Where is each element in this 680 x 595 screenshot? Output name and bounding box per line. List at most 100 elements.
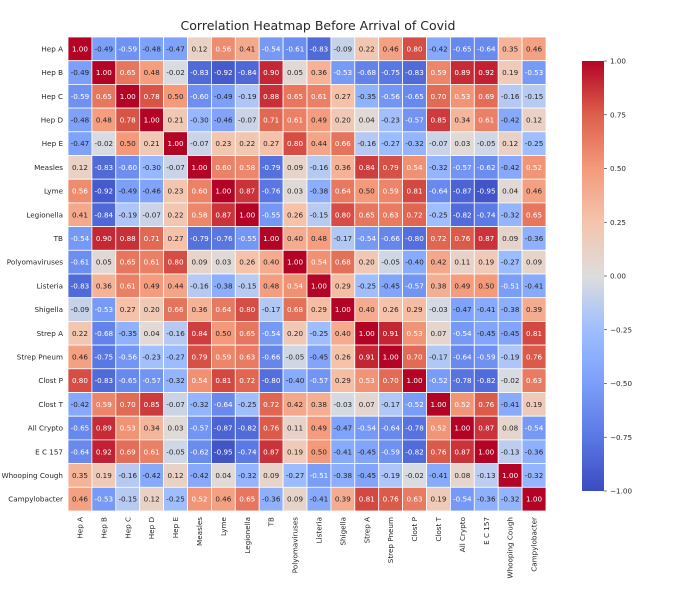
cell-value-label: 0.09 <box>502 234 518 243</box>
cell-value-label: -0.55 <box>262 210 281 219</box>
cell-value-label: -0.30 <box>142 163 161 172</box>
cell-value-label: -0.56 <box>381 92 400 101</box>
cell-value-label: -0.82 <box>477 376 496 385</box>
cell-value-label: 0.90 <box>96 234 112 243</box>
cell-value-label: 0.22 <box>359 44 375 53</box>
row-label: Hep D <box>41 115 64 124</box>
cell-value-label: 0.29 <box>335 376 351 385</box>
cell-value-label: -0.03 <box>429 305 448 314</box>
cell-value-label: -0.09 <box>71 305 90 314</box>
cell-value-label: 0.19 <box>478 258 494 267</box>
cell-value-label: -0.17 <box>262 305 281 314</box>
cell-value-label: 0.61 <box>287 115 303 124</box>
cell-value-label: -0.25 <box>429 210 448 219</box>
row-label: Lyme <box>44 187 64 196</box>
cell-value-label: 0.49 <box>311 424 327 433</box>
row-label: Clost P <box>38 376 63 385</box>
cell-value-label: -0.25 <box>310 329 329 338</box>
cell-value-label: -0.57 <box>310 376 329 385</box>
cell-value-label: -0.38 <box>214 281 233 290</box>
cell-value-label: -0.13 <box>501 447 520 456</box>
cell-value-label: 0.65 <box>359 210 375 219</box>
cell-value-label: -0.52 <box>405 400 424 409</box>
row-label: Hep C <box>41 92 63 101</box>
cell-value-label: 0.71 <box>263 115 279 124</box>
cell-value-label: 0.65 <box>239 495 255 504</box>
cell-value-label: 0.39 <box>526 305 542 314</box>
cell-value-label: 0.70 <box>430 92 446 101</box>
cell-value-label: -0.42 <box>429 44 448 53</box>
cell-value-label: 0.36 <box>191 305 207 314</box>
cell-value-label: 0.50 <box>311 447 327 456</box>
cell-value-label: -0.16 <box>310 163 329 172</box>
cell-value-label: -0.80 <box>405 234 424 243</box>
row-label: Measles <box>34 163 63 172</box>
cell-value-label: 0.19 <box>526 400 542 409</box>
cell-value-label: -0.54 <box>453 329 472 338</box>
cell-value-label: 0.64 <box>335 187 351 196</box>
cell-value-label: 0.22 <box>72 329 88 338</box>
cell-value-label: -0.75 <box>95 352 114 361</box>
cell-value-label: 0.04 <box>359 115 375 124</box>
cell-value-label: -0.02 <box>501 376 520 385</box>
cell-value-label: 1.00 <box>168 139 184 148</box>
cell-value-label: 0.21 <box>168 115 184 124</box>
cell-value-label: 0.69 <box>478 92 494 101</box>
cell-value-label: 0.50 <box>120 139 136 148</box>
cell-value-label: -0.16 <box>501 92 520 101</box>
cell-value-label: 0.59 <box>430 68 446 77</box>
column-label: Hep E <box>171 517 180 539</box>
cell-value-label: -0.45 <box>310 352 329 361</box>
cell-value-label: 0.81 <box>359 495 375 504</box>
cell-value-label: 0.66 <box>168 305 184 314</box>
cell-value-label: 0.48 <box>96 115 112 124</box>
column-labels: Hep A Hep B Hep C Hep D Hep E Measles Lyme Legi… <box>75 516 538 578</box>
cell-value-label: -0.87 <box>214 424 233 433</box>
row-label: Strep Pneum <box>17 352 63 361</box>
cell-value-label: 1.00 <box>526 495 542 504</box>
cell-value-label: -0.23 <box>381 115 400 124</box>
cell-value-label: 0.09 <box>191 258 207 267</box>
cell-value-label: 0.03 <box>454 139 470 148</box>
row-label: Hep B <box>41 68 63 77</box>
cell-value-label: -0.07 <box>166 163 185 172</box>
cell-value-label: -0.59 <box>477 352 496 361</box>
cell-value-label: -0.65 <box>118 376 137 385</box>
cell-value-label: -0.19 <box>118 210 137 219</box>
cell-value-label: -0.41 <box>429 471 448 480</box>
row-label: TB <box>53 234 63 243</box>
cell-value-label: -0.53 <box>525 68 544 77</box>
cell-value-label: 0.41 <box>72 210 88 219</box>
cell-value-label: -0.78 <box>405 424 424 433</box>
column-label: Hep B <box>99 517 108 539</box>
cell-value-label: -0.45 <box>477 329 496 338</box>
column-label: Hep D <box>147 517 156 540</box>
colorbar-tick-label: −0.50 <box>610 379 632 388</box>
cell-value-label: 0.72 <box>263 400 279 409</box>
cell-value-label: 0.29 <box>407 305 423 314</box>
cell-value-label: -0.47 <box>334 424 353 433</box>
cell-value-label: -0.02 <box>405 471 424 480</box>
cell-value-label: 0.09 <box>287 495 303 504</box>
row-label: Clost T <box>38 400 63 409</box>
cell-value-label: -0.54 <box>357 424 376 433</box>
cell-value-label: 0.41 <box>239 44 255 53</box>
cell-value-label: 0.88 <box>120 234 136 243</box>
cell-value-label: 0.29 <box>311 305 327 314</box>
cell-value-label: 0.69 <box>120 447 136 456</box>
cell-value-label: 0.26 <box>239 258 255 267</box>
cell-value-label: 0.63 <box>239 352 255 361</box>
cell-value-label: 0.20 <box>144 305 160 314</box>
cell-value-label: 0.70 <box>383 376 399 385</box>
cell-value-label: -0.82 <box>238 424 257 433</box>
column-label: Shigella <box>338 517 347 546</box>
cell-value-label: 0.07 <box>430 329 446 338</box>
cell-value-label: 0.64 <box>215 305 231 314</box>
cell-value-label: 0.50 <box>168 92 184 101</box>
cell-value-label: 0.26 <box>287 210 303 219</box>
cell-value-label: -0.54 <box>262 44 281 53</box>
row-label: All Crypto <box>28 424 63 433</box>
cell-value-label: -0.59 <box>118 44 137 53</box>
cell-value-label: -0.41 <box>525 281 544 290</box>
